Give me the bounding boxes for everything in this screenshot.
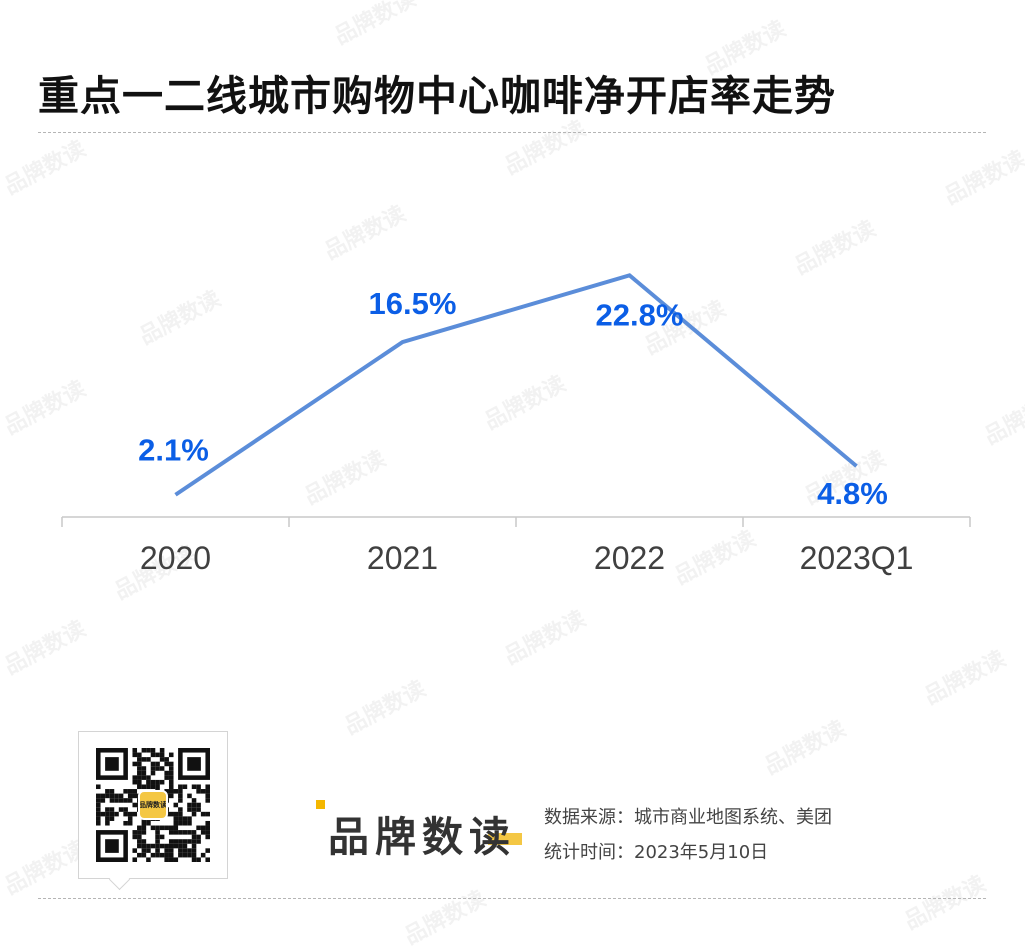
data-label: 4.8%: [817, 476, 888, 511]
x-tick-label: 2022: [594, 540, 665, 576]
data-date: 统计时间：2023年5月10日: [544, 842, 769, 863]
watermark: 品牌数读: [400, 886, 490, 950]
logo-accent-mark: [316, 800, 325, 809]
watermark: 品牌数读: [900, 871, 990, 935]
line-chart: 2.1% 16.5% 22.8% 4.8% 2020 2021 2022 2023Q1: [61, 273, 971, 576]
data-source: 数据来源：城市商业地图系统、美团: [544, 807, 832, 828]
data-label: 2.1%: [138, 433, 209, 468]
x-tick-label: 2020: [140, 540, 211, 576]
footer-divider: [38, 898, 986, 899]
chart-title: 重点一二线城市购物中心咖啡净开店率走势: [38, 72, 836, 120]
qr-code-icon[interactable]: [96, 748, 210, 862]
brand-logo: 品牌数读: [328, 813, 516, 861]
data-label: 22.8%: [596, 297, 684, 332]
qr-logo-badge: 品牌数读: [138, 790, 168, 820]
data-label: 16.5%: [369, 286, 457, 321]
watermark: 品牌数读: [760, 716, 850, 780]
watermark: 品牌数读: [0, 836, 90, 900]
title-divider: [38, 132, 986, 133]
logo-accent-underline: [488, 833, 522, 845]
x-tick-label: 2021: [367, 540, 438, 576]
x-tick-label: 2023Q1: [800, 540, 914, 576]
series-line: [174, 273, 858, 497]
